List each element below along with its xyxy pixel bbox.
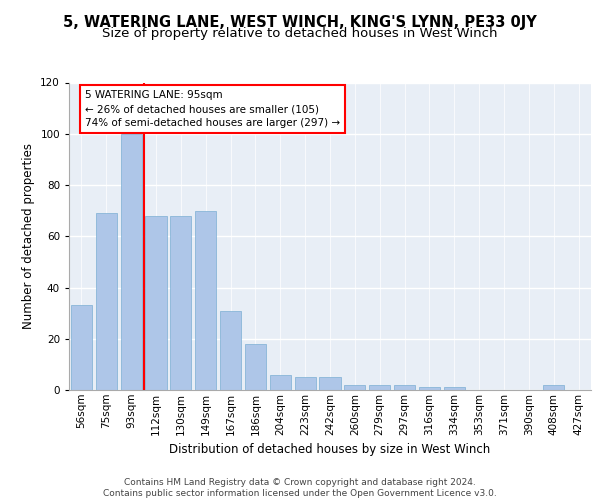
Bar [270,374,291,390]
Bar [71,306,92,390]
Text: 5, WATERING LANE, WEST WINCH, KING'S LYNN, PE33 0JY: 5, WATERING LANE, WEST WINCH, KING'S LYN… [63,15,537,30]
Bar [195,210,216,390]
Bar [245,344,266,390]
Text: Contains HM Land Registry data © Crown copyright and database right 2024.
Contai: Contains HM Land Registry data © Crown c… [103,478,497,498]
Text: Size of property relative to detached houses in West Winch: Size of property relative to detached ho… [102,28,498,40]
Bar [394,385,415,390]
Bar [319,377,341,390]
Y-axis label: Number of detached properties: Number of detached properties [22,143,35,329]
Bar [170,216,191,390]
X-axis label: Distribution of detached houses by size in West Winch: Distribution of detached houses by size … [169,443,491,456]
Bar [444,388,465,390]
Bar [543,385,564,390]
Bar [344,385,365,390]
Bar [295,377,316,390]
Bar [419,388,440,390]
Bar [145,216,167,390]
Bar [369,385,390,390]
Bar [121,134,142,390]
Text: 5 WATERING LANE: 95sqm
← 26% of detached houses are smaller (105)
74% of semi-de: 5 WATERING LANE: 95sqm ← 26% of detached… [85,90,340,128]
Bar [220,310,241,390]
Bar [96,213,117,390]
